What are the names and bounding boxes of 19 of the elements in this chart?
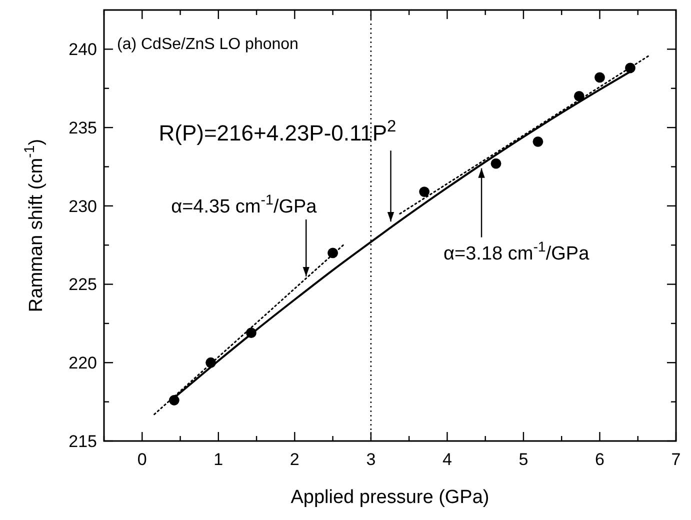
x-tick-label: 2 — [290, 450, 300, 469]
x-tick-label: 4 — [442, 450, 452, 469]
x-tick-label: 3 — [366, 450, 376, 469]
y-tick-label: 220 — [68, 354, 97, 373]
x-tick-label: 5 — [518, 450, 528, 469]
annotation: α=3.18 cm$^{-1}$/GPa — [444, 239, 590, 264]
x-axis-title: Applied pressure (GPa) — [290, 487, 490, 508]
y-tick-label: 235 — [68, 118, 97, 138]
annotation: R(P)=216+4.23P-0.11P$^{2}$ — [158, 118, 396, 146]
text: (a) CdSe/ZnS LO phonon — [117, 36, 298, 53]
annotation: α=4.35 cm$^{-1}$/GPa — [171, 192, 318, 218]
y-tick-label: 215 — [68, 432, 97, 451]
y-tick-label: 240 — [68, 40, 97, 60]
x-tick-label: 1 — [214, 450, 224, 469]
y-tick-label: 230 — [68, 196, 97, 216]
x-tick-label: 7 — [671, 450, 681, 469]
x-tick-label: 6 — [595, 450, 604, 469]
x-tick-label: 0 — [137, 450, 147, 469]
y-tick-label: 225 — [68, 275, 97, 294]
